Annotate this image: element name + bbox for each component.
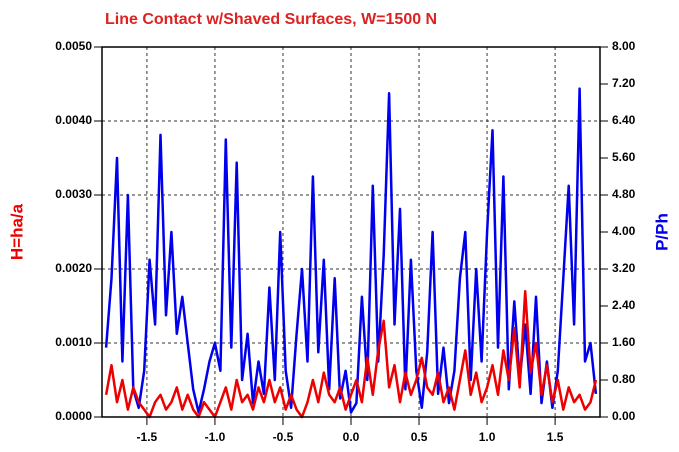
y2-tick-label: 7.20	[612, 76, 636, 90]
y2-tick-label: 0.80	[612, 372, 636, 386]
x-tick-label: -1.0	[205, 430, 226, 444]
y2-tick-label: 0.00	[612, 409, 636, 423]
y2-tick-label: 4.00	[612, 224, 636, 238]
x-tick-label: 1.0	[479, 430, 496, 444]
y2-tick-label: 8.00	[612, 39, 636, 53]
y-tick-label: 0.0030	[55, 187, 92, 201]
x-tick-label: -0.5	[273, 430, 294, 444]
y-tick-label: 0.0000	[55, 409, 92, 423]
y2-tick-label: 1.60	[612, 335, 636, 349]
y-axis-label: H=ha/a	[7, 203, 26, 260]
y2-tick-label: 6.40	[612, 113, 636, 127]
data-line	[104, 87, 598, 414]
y2-tick-label: 5.60	[612, 150, 636, 164]
data-line	[104, 289, 598, 419]
x-tick-label: 1.5	[547, 430, 564, 444]
x-tick-label: 0.0	[343, 430, 360, 444]
y2-tick-label: 3.20	[612, 261, 636, 275]
x-tick-label: 0.5	[411, 430, 428, 444]
y2-tick-label: 2.40	[612, 298, 636, 312]
y2-tick-label: 4.80	[612, 187, 636, 201]
y-tick-label: 0.0050	[55, 39, 92, 53]
x-tick-label: -1.5	[137, 430, 158, 444]
y-tick-label: 0.0010	[55, 335, 92, 349]
chart-title: Line Contact w/Shaved Surfaces, W=1500 N	[105, 11, 437, 28]
plot-frame	[101, 46, 601, 418]
y2-axis-label: P/Ph	[652, 213, 671, 251]
y-tick-label: 0.0020	[55, 261, 92, 275]
y-tick-label: 0.0040	[55, 113, 92, 127]
